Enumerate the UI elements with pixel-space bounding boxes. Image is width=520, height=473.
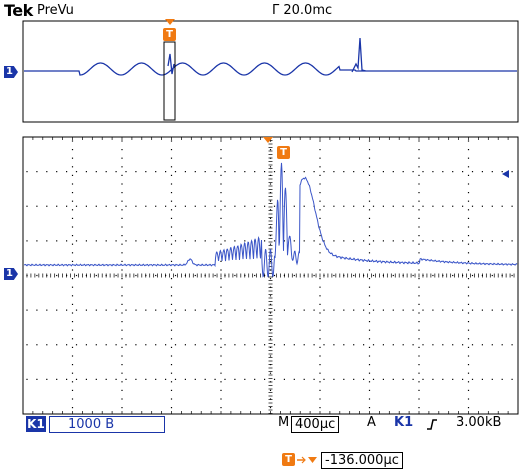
trigger-source[interactable]: K1 <box>394 415 414 430</box>
timebase-prefix: M <box>278 415 290 430</box>
trigger-marker-main[interactable]: T <box>277 146 290 159</box>
channel-1-marker-preview[interactable]: 1 <box>4 66 18 78</box>
record-rate: Γ 20.0mc <box>272 3 333 18</box>
arrow-right-icon <box>297 456 317 464</box>
channel-1-marker-main[interactable]: 1 <box>4 268 18 280</box>
trigger-arrow-main-icon <box>263 137 273 143</box>
volts-per-div[interactable]: 1000 B <box>49 416 165 433</box>
trigger-marker-preview[interactable]: T <box>163 28 176 41</box>
rising-edge-icon <box>427 419 437 430</box>
channel-badge[interactable]: K1 <box>26 416 46 432</box>
preview-frame <box>22 20 519 123</box>
zoom-window <box>163 41 176 121</box>
timebase-value[interactable]: 400μc <box>291 416 340 433</box>
trigger-position-value[interactable]: -136.000μc <box>321 452 403 469</box>
trigger-arrow-preview-icon <box>165 19 175 25</box>
main-waveform <box>23 162 518 278</box>
main-frame <box>22 136 519 415</box>
trigger-position-marker: T <box>282 453 295 466</box>
trigger-level[interactable]: 3.00kB <box>456 415 502 430</box>
preview-waveform <box>24 37 517 76</box>
brand-logo: Tek <box>4 1 33 20</box>
trigger-prefix: A <box>367 415 376 430</box>
graticule <box>22 136 519 414</box>
trigger-level-arrow <box>502 170 509 178</box>
acquisition-mode: PreVu <box>37 3 74 18</box>
